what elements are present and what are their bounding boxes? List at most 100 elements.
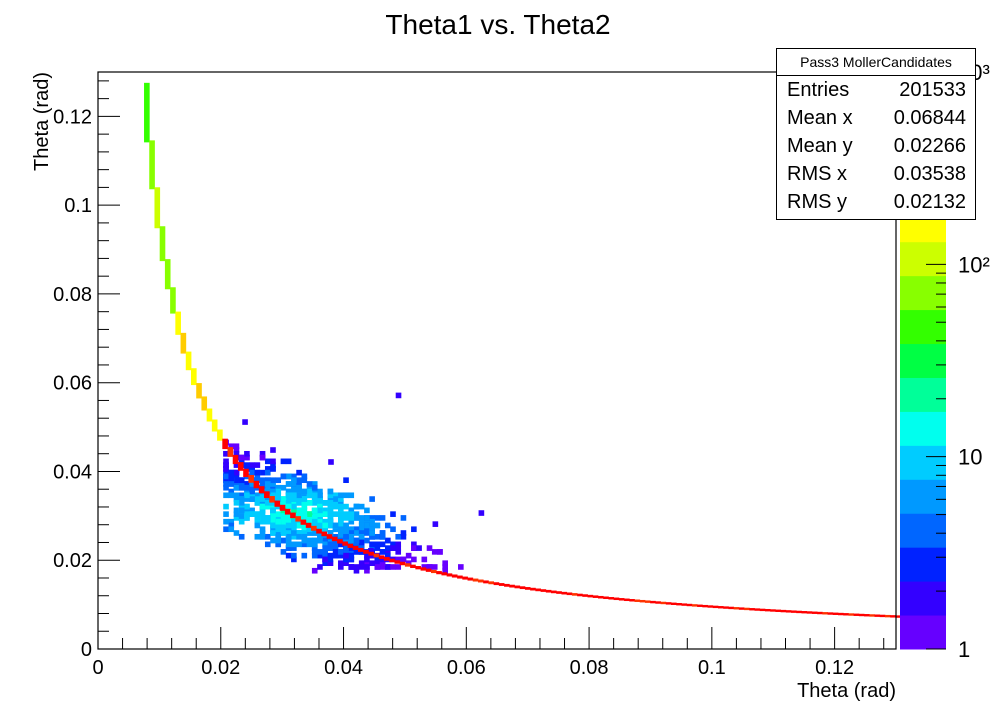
- heatmap-cell: [353, 549, 360, 555]
- heatmap-cell: [369, 552, 375, 559]
- band-cell: [843, 613, 849, 616]
- heatmap-cell: [343, 477, 349, 484]
- heatmap-cell: [264, 496, 271, 502]
- heatmap-cell: [442, 567, 448, 574]
- band-cell: [284, 508, 291, 515]
- heatmap-cell: [364, 515, 370, 521]
- heatmap-cell: [311, 530, 318, 536]
- band-cell: [311, 525, 317, 531]
- heatmap-cell: [379, 556, 386, 563]
- band-cell: [154, 187, 161, 229]
- heatmap-cell: [233, 443, 240, 450]
- band-cell: [603, 596, 609, 600]
- band-cell: [243, 468, 249, 477]
- heatmap-cell: [254, 511, 261, 517]
- heatmap-cell: [296, 469, 302, 476]
- color-scale-swatch: [900, 377, 946, 412]
- heatmap-cell: [358, 522, 365, 529]
- band-cell: [577, 593, 583, 597]
- heatmap-cell: [238, 533, 245, 540]
- heatmap-cell: [280, 537, 287, 544]
- band-cell: [467, 577, 474, 581]
- heatmap-cell: [264, 484, 271, 491]
- heatmap-cell: [296, 488, 302, 495]
- heatmap-cell: [280, 473, 287, 480]
- band-cell: [624, 598, 630, 602]
- heatmap-cell: [291, 500, 297, 506]
- heatmap-cell: [327, 518, 334, 525]
- heatmap-cells: [223, 392, 485, 574]
- band-cell: [504, 583, 510, 587]
- heatmap-cell: [275, 518, 282, 525]
- color-scale-swatch: [900, 479, 946, 514]
- band-cell: [472, 578, 479, 582]
- x-tick-label: 0: [92, 657, 103, 679]
- band-cell: [477, 579, 484, 583]
- heatmap-cell: [264, 469, 271, 476]
- heatmap-cell: [311, 522, 318, 529]
- band-cell: [618, 598, 625, 601]
- band-cell: [728, 606, 735, 610]
- heatmap-cell: [343, 537, 349, 544]
- band-cell: [671, 602, 677, 606]
- band-cell: [300, 519, 307, 525]
- heatmap-cell: [223, 466, 229, 472]
- heatmap-cell: [238, 477, 245, 484]
- heatmap-cell: [296, 496, 302, 502]
- band-cell: [691, 604, 698, 607]
- heatmap-cell: [301, 496, 308, 502]
- x-tick-label: 0.12: [815, 657, 854, 679]
- band-cell: [326, 534, 333, 539]
- heatmap-cell: [285, 537, 292, 544]
- heatmap-cell: [285, 503, 292, 510]
- band-cell: [837, 612, 844, 616]
- heatmap-cell: [223, 469, 229, 476]
- band-cell: [791, 610, 797, 613]
- heatmap-cell: [348, 545, 355, 551]
- heatmap-cell: [259, 503, 266, 510]
- heatmap-cell: [400, 533, 407, 540]
- heatmap-cell: [328, 459, 334, 465]
- band-cell: [185, 351, 192, 371]
- heatmap-cell: [311, 515, 318, 521]
- heatmap-cell: [275, 537, 282, 544]
- color-scale-swatch: [900, 581, 946, 616]
- heatmap-cell: [390, 545, 396, 551]
- heatmap-cell: [264, 503, 271, 510]
- heatmap-cell: [358, 515, 365, 521]
- heatmap-cell: [233, 477, 240, 484]
- band-cell: [446, 573, 453, 577]
- band-cell: [420, 567, 427, 571]
- band-cell: [848, 613, 855, 616]
- band-cell: [258, 486, 265, 494]
- heatmap-cell: [280, 484, 287, 491]
- heatmap-cell: [338, 533, 344, 540]
- heatmap-cell: [332, 526, 339, 533]
- heatmap-cell: [301, 477, 308, 484]
- heatmap-cell: [270, 462, 276, 468]
- heatmap-cell: [285, 473, 292, 480]
- heatmap-cell: [254, 500, 261, 506]
- heatmap-cell: [395, 549, 402, 555]
- y-tick-label: 0.06: [53, 373, 92, 395]
- heatmap-cell: [285, 530, 292, 536]
- heatmap-cell: [275, 526, 282, 533]
- heatmap-cell: [285, 488, 292, 495]
- heatmap-cell: [249, 496, 255, 502]
- heatmap-cell: [338, 496, 344, 502]
- kinematic-band: [144, 82, 902, 618]
- y-axis-label: Theta (rad): [31, 72, 53, 171]
- heatmap-cell: [244, 515, 250, 521]
- heatmap-cell: [374, 564, 381, 570]
- heatmap-cell: [275, 496, 282, 502]
- heatmap-cell: [332, 552, 339, 559]
- heatmap-cell: [311, 545, 318, 551]
- heatmap-cell: [338, 526, 344, 533]
- band-cell: [733, 607, 740, 610]
- heatmap-cell: [317, 492, 323, 499]
- heatmap-cell: [364, 560, 370, 567]
- stats-row-entries: Entries 201533: [777, 76, 975, 104]
- y-tick-label: 0: [81, 639, 92, 661]
- band-cell: [488, 581, 495, 585]
- heatmap-cell: [395, 392, 402, 399]
